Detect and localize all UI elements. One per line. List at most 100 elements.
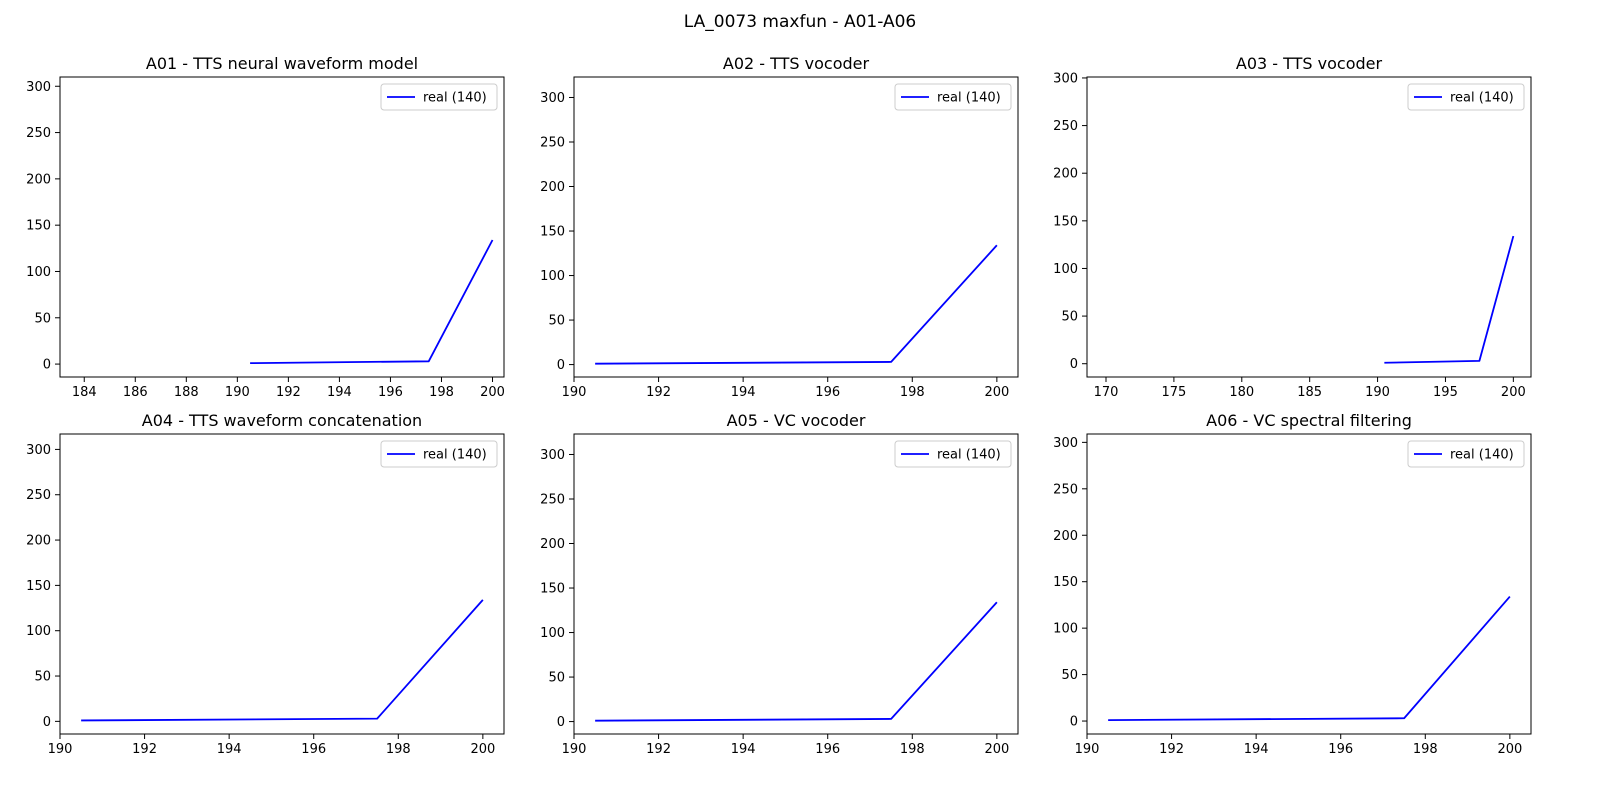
y-tick-label: 200 bbox=[26, 172, 51, 187]
chart-a04: A04 - TTS waveform concatenation 190 192 19… bbox=[26, 411, 505, 757]
y-tick-label: 200 bbox=[540, 537, 565, 552]
x-tick-label: 190 bbox=[1365, 385, 1390, 400]
x-tick-label: 196 bbox=[378, 385, 403, 400]
y-tick-label: 200 bbox=[1053, 167, 1078, 182]
y-tick-label: 0 bbox=[43, 715, 51, 730]
x-tick-label: 198 bbox=[900, 385, 925, 400]
x-tick-label: 192 bbox=[132, 742, 157, 757]
y-tick-label: 0 bbox=[1070, 715, 1078, 730]
x-tick-label: 170 bbox=[1094, 385, 1119, 400]
chart-title: A05 - VC vocoder bbox=[727, 411, 866, 430]
y-tick-label: 0 bbox=[1070, 357, 1078, 372]
x-tick-label: 198 bbox=[386, 742, 411, 757]
legend-box bbox=[380, 83, 498, 111]
x-tick-label: 192 bbox=[1159, 742, 1184, 757]
y-tick-label: 250 bbox=[26, 488, 51, 503]
x-tick-label: 190 bbox=[1075, 742, 1100, 757]
y-tick-label: 300 bbox=[540, 91, 565, 106]
legend-label: real (140) bbox=[1450, 91, 1514, 106]
axes-frame bbox=[59, 76, 505, 378]
y-tick-label: 0 bbox=[43, 358, 51, 373]
y-tick-label: 300 bbox=[1053, 71, 1078, 86]
x-tick-label: 200 bbox=[470, 742, 495, 757]
x-tick-label: 194 bbox=[217, 742, 242, 757]
y-tick-label: 300 bbox=[26, 80, 51, 95]
x-tick-label: 194 bbox=[731, 385, 756, 400]
chart-title: A04 - TTS waveform concatenation bbox=[142, 411, 422, 430]
x-tick-label: 180 bbox=[1229, 385, 1254, 400]
y-tick-label: 150 bbox=[1053, 214, 1078, 229]
legend-label: real (140) bbox=[423, 91, 487, 106]
figure-title: LA_0073 maxfun - A01-A06 bbox=[683, 12, 917, 32]
x-tick-label: 196 bbox=[815, 742, 840, 757]
y-tick-label: 100 bbox=[540, 626, 565, 641]
chart-a02: A02 - TTS vocoder 190 192 194 196 198 200 0 50 10… bbox=[540, 54, 1019, 400]
legend-box bbox=[1407, 83, 1525, 111]
chart-title: A02 - TTS vocoder bbox=[723, 54, 870, 73]
series-line bbox=[595, 244, 998, 365]
series-line bbox=[81, 599, 484, 722]
y-tick-label: 150 bbox=[540, 582, 565, 597]
y-tick-label: 300 bbox=[26, 443, 51, 458]
y-tick-label: 200 bbox=[1053, 529, 1078, 544]
y-tick-label: 50 bbox=[1061, 310, 1078, 325]
x-tick-label: 184 bbox=[72, 385, 97, 400]
x-tick-label: 175 bbox=[1161, 385, 1186, 400]
legend-box bbox=[380, 440, 498, 468]
y-tick-label: 250 bbox=[1053, 482, 1078, 497]
chart-a01: A01 - TTS neural waveform model 184 186 188… bbox=[26, 54, 505, 400]
y-tick-label: 50 bbox=[34, 311, 51, 326]
x-tick-label: 192 bbox=[646, 385, 671, 400]
y-tick-label: 150 bbox=[1053, 575, 1078, 590]
x-tick-label: 190 bbox=[562, 385, 587, 400]
y-tick-label: 100 bbox=[1053, 262, 1078, 277]
legend-box bbox=[894, 440, 1012, 468]
y-tick-label: 200 bbox=[26, 534, 51, 549]
y-tick-label: 200 bbox=[540, 180, 565, 195]
y-tick-label: 100 bbox=[26, 624, 51, 639]
y-tick-label: 150 bbox=[540, 225, 565, 240]
x-tick-label: 196 bbox=[815, 385, 840, 400]
x-tick-label: 198 bbox=[1413, 742, 1438, 757]
x-tick-label: 195 bbox=[1433, 385, 1458, 400]
x-tick-label: 192 bbox=[646, 742, 671, 757]
y-tick-label: 50 bbox=[548, 314, 565, 329]
y-tick-label: 100 bbox=[1053, 622, 1078, 637]
y-tick-label: 300 bbox=[540, 448, 565, 463]
series-line bbox=[1108, 595, 1511, 722]
legend-box bbox=[894, 83, 1012, 111]
chart-title: A01 - TTS neural waveform model bbox=[146, 54, 418, 73]
x-tick-label: 196 bbox=[301, 742, 326, 757]
y-tick-label: 50 bbox=[548, 671, 565, 686]
x-tick-label: 185 bbox=[1297, 385, 1322, 400]
series-line bbox=[595, 601, 998, 722]
axes-frame bbox=[1086, 433, 1532, 735]
x-tick-label: 200 bbox=[1501, 385, 1526, 400]
chart-a03: A03 - TTS vocoder 170 175 180 185 190 195 200 0 5… bbox=[1053, 54, 1532, 400]
y-tick-label: 250 bbox=[26, 126, 51, 141]
x-tick-label: 194 bbox=[731, 742, 756, 757]
y-tick-label: 100 bbox=[26, 265, 51, 280]
y-tick-label: 250 bbox=[1053, 119, 1078, 134]
x-tick-label: 190 bbox=[48, 742, 73, 757]
series-line bbox=[1384, 235, 1515, 364]
y-tick-label: 300 bbox=[1053, 436, 1078, 451]
chart-title: A06 - VC spectral filtering bbox=[1206, 411, 1412, 430]
x-tick-label: 198 bbox=[900, 742, 925, 757]
y-tick-label: 250 bbox=[540, 492, 565, 507]
axes-frame bbox=[573, 433, 1019, 735]
legend-label: real (140) bbox=[937, 91, 1001, 106]
x-tick-label: 200 bbox=[1497, 742, 1522, 757]
legend-label: real (140) bbox=[423, 448, 487, 463]
x-tick-label: 190 bbox=[562, 742, 587, 757]
x-tick-label: 186 bbox=[123, 385, 148, 400]
axes-frame bbox=[59, 433, 505, 735]
y-tick-label: 0 bbox=[557, 358, 565, 373]
y-tick-label: 150 bbox=[26, 579, 51, 594]
x-tick-label: 194 bbox=[1244, 742, 1269, 757]
x-tick-label: 198 bbox=[429, 385, 454, 400]
chart-a06: A06 - VC spectral filtering 190 192 194 196 1… bbox=[1053, 411, 1532, 757]
legend-box bbox=[1407, 440, 1525, 468]
x-tick-label: 194 bbox=[327, 385, 352, 400]
x-tick-label: 196 bbox=[1328, 742, 1353, 757]
